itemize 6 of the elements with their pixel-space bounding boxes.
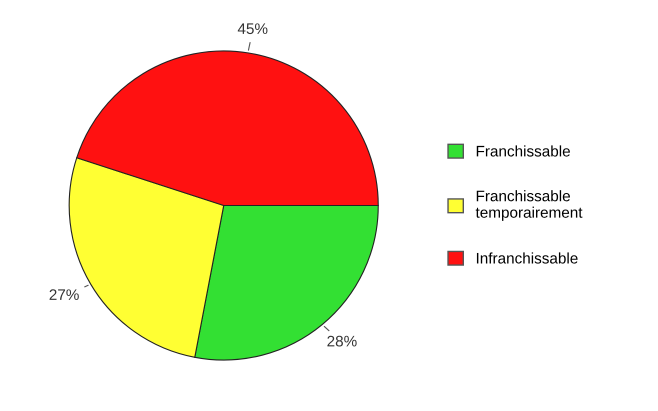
data-label: 27% — [50, 289, 79, 300]
legend-label: Infranchissable — [476, 252, 578, 264]
data-label: 28% — [327, 336, 357, 347]
legend-label: Franchissable — [476, 145, 570, 157]
legend-label: Franchissable temporairement — [476, 190, 582, 221]
data-label: 45% — [238, 23, 268, 34]
